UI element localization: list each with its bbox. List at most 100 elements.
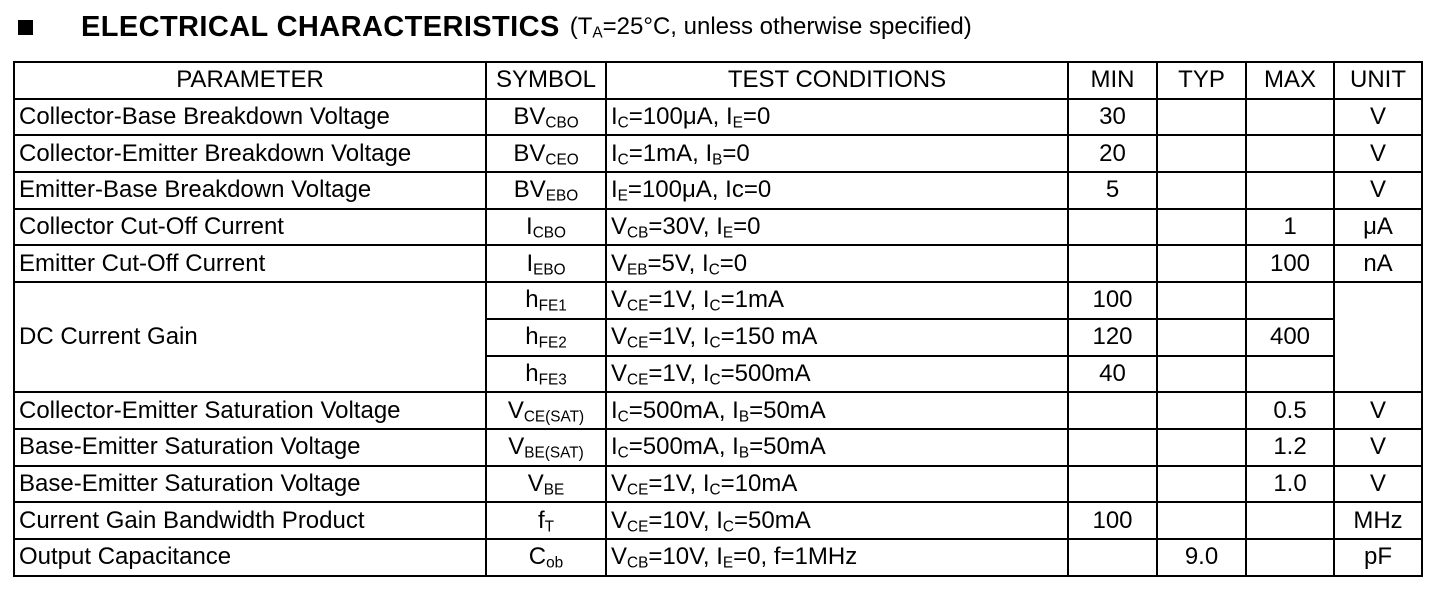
column-header: MAX — [1245, 61, 1335, 100]
test-conditions-cell: VCB=30V, IE=0 — [605, 207, 1069, 247]
electrical-characteristics-table: PARAMETER SYMBOL TEST CONDITIONS MIN TYP… — [13, 61, 1423, 577]
typ-cell — [1156, 171, 1247, 210]
symbol-cell: IEBO — [485, 244, 607, 284]
typ-cell: 9.0 — [1156, 537, 1247, 577]
symbol-cell: hFE2 — [485, 317, 607, 357]
typ-cell — [1156, 97, 1247, 137]
test-conditions-cell: IE=100μA, Ic=0 — [605, 171, 1069, 210]
column-header: PARAMETER — [13, 61, 487, 100]
parameter-cell: Collector-Base Breakdown Voltage — [13, 97, 487, 137]
max-cell: 400 — [1245, 317, 1335, 357]
max-cell: 1.2 — [1245, 427, 1335, 467]
max-cell — [1245, 501, 1335, 540]
column-header: UNIT — [1333, 61, 1423, 100]
max-cell: 1 — [1245, 207, 1335, 247]
typ-cell — [1156, 244, 1247, 284]
symbol-cell: hFE3 — [485, 354, 607, 394]
table-row: Collector-Emitter Breakdown Voltage BVCEO… — [13, 134, 1423, 174]
test-conditions-cell: VCE=10V, IC=50mA — [605, 501, 1069, 540]
test-conditions-cell: IC=500mA, IB=50mA — [605, 391, 1069, 430]
table-row: Emitter Cut-Off Current IEBO VEB=5V, IC=0 1… — [13, 244, 1423, 284]
min-cell: 100 — [1067, 501, 1158, 540]
typ-cell — [1156, 464, 1247, 504]
min-cell — [1067, 537, 1158, 577]
test-conditions-cell: IC=1mA, IB=0 — [605, 134, 1069, 174]
symbol-cell: ICBO — [485, 207, 607, 247]
max-cell — [1245, 281, 1335, 320]
parameter-cell: Collector Cut-Off Current — [13, 207, 487, 247]
typ-cell — [1156, 207, 1247, 247]
typ-cell — [1156, 427, 1247, 467]
unit-cell: V — [1333, 171, 1423, 210]
symbol-cell: Cob — [485, 537, 607, 577]
typ-cell — [1156, 391, 1247, 430]
symbol-cell: VBE — [485, 464, 607, 504]
unit-cell: V — [1333, 427, 1423, 467]
min-cell: 5 — [1067, 171, 1158, 210]
table-header-row: PARAMETER SYMBOL TEST CONDITIONS MIN TYP… — [13, 61, 1423, 100]
table-row: Emitter-Base Breakdown Voltage BVEBO IE=10… — [13, 171, 1423, 210]
typ-cell — [1156, 354, 1247, 394]
unit-cell: MHz — [1333, 501, 1423, 540]
symbol-cell: BVEBO — [485, 171, 607, 210]
max-cell — [1245, 97, 1335, 137]
typ-cell — [1156, 501, 1247, 540]
parameter-cell: Base-Emitter Saturation Voltage — [13, 464, 487, 504]
test-conditions-cell: IC=100μA, IE=0 — [605, 97, 1069, 137]
max-cell: 1.0 — [1245, 464, 1335, 504]
section-heading: ELECTRICAL CHARACTERISTICS (TA=25°C, unl… — [18, 6, 972, 48]
max-cell — [1245, 171, 1335, 210]
table-row: Collector Cut-Off Current ICBO VCB=30V, IE… — [13, 207, 1423, 247]
test-conditions-cell: VCE=1V, IC=10mA — [605, 464, 1069, 504]
test-conditions-cell: VCB=10V, IE=0, f=1MHz — [605, 537, 1069, 577]
typ-cell — [1156, 281, 1247, 320]
min-cell — [1067, 464, 1158, 504]
unit-cell: V — [1333, 134, 1423, 174]
typ-cell — [1156, 134, 1247, 174]
unit-cell: nA — [1333, 244, 1423, 284]
typ-cell — [1156, 317, 1247, 357]
test-conditions-cell: VCE=1V, IC=1mA — [605, 281, 1069, 320]
table-row: Collector-Emitter Saturation Voltage VCE(… — [13, 391, 1423, 430]
parameter-cell: DC Current Gain — [13, 281, 487, 394]
min-cell — [1067, 244, 1158, 284]
symbol-cell: BVCBO — [485, 97, 607, 137]
column-header: TYP — [1156, 61, 1247, 100]
parameter-cell: Base-Emitter Saturation Voltage — [13, 427, 487, 467]
table-row: Current Gain Bandwidth Product fT VCE=10V,… — [13, 501, 1423, 540]
column-header: MIN — [1067, 61, 1158, 100]
test-conditions-cell: VCE=1V, IC=150 mA — [605, 317, 1069, 357]
test-conditions-cell: VCE=1V, IC=500mA — [605, 354, 1069, 394]
unit-cell: μA — [1333, 207, 1423, 247]
symbol-cell: VCE(SAT) — [485, 391, 607, 430]
unit-cell: V — [1333, 464, 1423, 504]
max-cell — [1245, 354, 1335, 394]
unit-cell: V — [1333, 391, 1423, 430]
parameter-cell: Collector-Emitter Saturation Voltage — [13, 391, 487, 430]
min-cell: 40 — [1067, 354, 1158, 394]
symbol-cell: fT — [485, 501, 607, 540]
table-row: Base-Emitter Saturation Voltage VBE(SAT) I… — [13, 427, 1423, 467]
square-bullet-icon — [18, 19, 33, 35]
column-header: TEST CONDITIONS — [605, 61, 1069, 100]
test-conditions-cell: VEB=5V, IC=0 — [605, 244, 1069, 284]
unit-cell — [1333, 281, 1423, 394]
symbol-cell: BVCEO — [485, 134, 607, 174]
table-row: hFE2 VCE=1V, IC=150 mA 120 400 — [14, 317, 1422, 357]
min-cell: 100 — [1067, 281, 1158, 320]
max-cell — [1245, 537, 1335, 577]
parameter-cell: Collector-Emitter Breakdown Voltage — [13, 134, 487, 174]
parameter-cell: Emitter-Base Breakdown Voltage — [13, 171, 487, 210]
symbol-cell: hFE1 — [485, 281, 607, 320]
column-header: SYMBOL — [485, 61, 607, 100]
test-conditions-cell: IC=500mA, IB=50mA — [605, 427, 1069, 467]
symbol-cell: VBE(SAT) — [485, 427, 607, 467]
min-cell: 120 — [1067, 317, 1158, 357]
section-condition: (TA=25°C, unless otherwise specified) — [569, 13, 972, 42]
table-row: Output Capacitance Cob VCB=10V, IE=0, f=1M… — [13, 537, 1423, 577]
parameter-cell: Output Capacitance — [13, 537, 487, 577]
unit-cell: pF — [1333, 537, 1423, 577]
table-row: hFE3 VCE=1V, IC=500mA 40 — [14, 354, 1422, 394]
unit-cell: V — [1333, 97, 1423, 137]
max-cell: 0.5 — [1245, 391, 1335, 430]
